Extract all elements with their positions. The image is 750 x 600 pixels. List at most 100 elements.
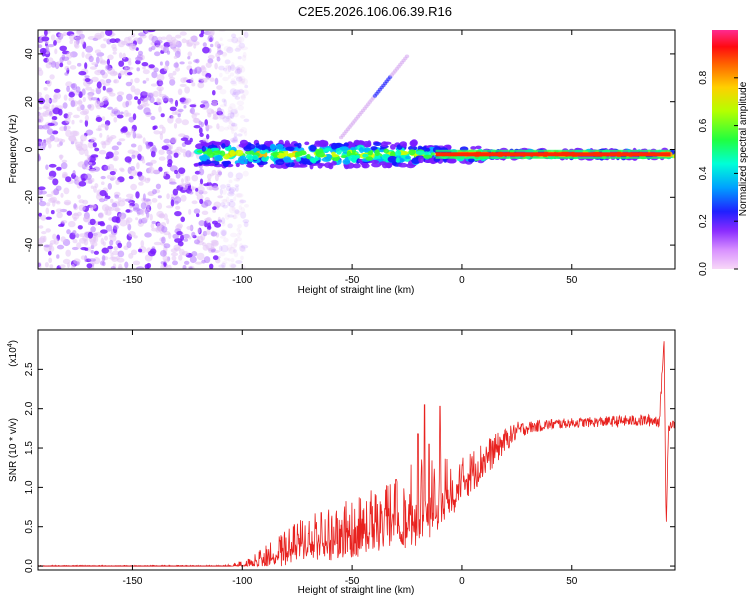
noise-blob [48, 257, 53, 263]
noise-blob [134, 77, 140, 84]
ridge-blob [324, 162, 333, 169]
noise-blob [233, 249, 237, 253]
noise-blob [224, 212, 230, 220]
noise-blob [76, 242, 82, 249]
noise-blob [150, 150, 156, 158]
noise-blob [67, 111, 73, 116]
noise-blob [180, 137, 189, 142]
noise-blob [64, 72, 69, 76]
spectrogram-x-axis: -150 -100 -50 0 50 [122, 30, 578, 286]
noise-blob [177, 88, 183, 96]
noise-blob [179, 183, 186, 188]
noise-blob [136, 162, 140, 170]
noise-blob [173, 62, 179, 68]
noise-blob [160, 250, 167, 257]
noise-blob [127, 231, 136, 237]
ridge-blob [308, 158, 318, 162]
noise-blob [44, 262, 49, 268]
noise-blob [160, 113, 165, 118]
noise-blob [38, 92, 42, 97]
noise-blob [140, 209, 145, 216]
noise-blob [169, 106, 177, 112]
noise-blob [234, 70, 239, 74]
noise-blob [215, 52, 221, 59]
ridge-blob [222, 161, 229, 168]
noise-blob [159, 81, 164, 86]
ridge-blob [352, 163, 361, 169]
noise-blob [91, 76, 99, 83]
noise-blob [38, 97, 45, 105]
noise-blob [161, 145, 169, 150]
ridge-blob [362, 164, 367, 169]
noise-blob [163, 243, 171, 249]
ridge-blob [270, 152, 279, 157]
noise-blob [44, 98, 52, 104]
noise-blob [207, 35, 214, 43]
noise-blob [59, 45, 67, 52]
noise-blob [40, 214, 47, 221]
noise-blob [112, 250, 120, 256]
noise-blob [231, 138, 236, 144]
noise-blob [207, 178, 211, 183]
noise-blob [227, 214, 235, 218]
noise-blob [49, 196, 58, 203]
noise-blob [217, 114, 225, 121]
noise-blob [181, 251, 189, 256]
noise-blob [242, 31, 246, 37]
noise-blob [90, 226, 96, 233]
noise-blob [236, 64, 244, 69]
noise-blob [89, 168, 96, 173]
noise-blob [51, 116, 58, 121]
noise-blob [231, 61, 235, 70]
ridge-blob [269, 163, 276, 169]
noise-blob [145, 112, 152, 116]
noise-blob [49, 74, 55, 80]
noise-blob [221, 262, 226, 269]
noise-blob [117, 91, 125, 96]
noise-blob [219, 104, 228, 108]
noise-blob [235, 68, 241, 75]
noise-blob [242, 51, 247, 58]
noise-blob [169, 181, 177, 185]
noise-blob [173, 122, 178, 129]
noise-blob [155, 183, 161, 190]
noise-blob [243, 118, 250, 123]
y-tick-label: 1.0 [24, 480, 35, 494]
noise-blob [235, 186, 239, 192]
noise-blob [211, 100, 218, 107]
noise-blob [186, 39, 194, 47]
noise-blob [233, 111, 239, 118]
ridge-blob [365, 156, 373, 161]
noise-blob [118, 213, 123, 218]
noise-blob [51, 98, 58, 103]
noise-blob [130, 166, 136, 171]
noise-blob [128, 61, 132, 66]
noise-blob [199, 182, 204, 187]
noise-blob [230, 109, 238, 115]
noise-blob [103, 38, 108, 42]
x-tick-label: -50 [345, 576, 360, 587]
ridge-blob [418, 156, 424, 164]
noise-blob [230, 111, 235, 120]
noise-blob [219, 72, 223, 78]
noise-blob [225, 116, 232, 120]
noise-blob [142, 137, 146, 144]
noise-blob [192, 117, 200, 124]
noise-blob [222, 189, 227, 195]
noise-blob [100, 69, 106, 76]
noise-blob [156, 73, 165, 82]
noise-blob [97, 221, 102, 225]
noise-blob [130, 183, 138, 191]
noise-blob [193, 208, 201, 214]
noise-blob [200, 30, 205, 35]
noise-blob [111, 202, 118, 208]
noise-blob [217, 195, 224, 199]
noise-blob [76, 106, 82, 112]
noise-blob [176, 223, 183, 229]
noise-blob [153, 125, 158, 130]
noise-blob [137, 98, 141, 105]
noise-blob [47, 175, 55, 180]
noise-blob [233, 196, 237, 202]
noise-blob [191, 82, 196, 87]
noise-blob [50, 34, 56, 41]
